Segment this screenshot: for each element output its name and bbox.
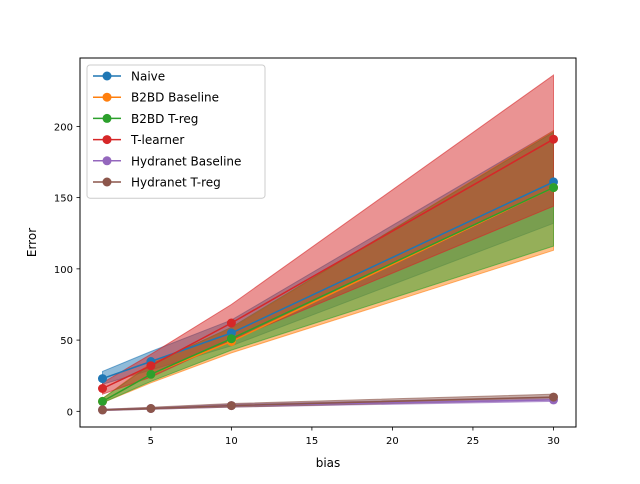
legend-marker-5 — [102, 177, 112, 187]
legend-label-2: B2BD T-reg — [131, 112, 198, 126]
x-tick-label: 5 — [148, 436, 154, 447]
legend-label-3: T-learner — [130, 133, 184, 147]
x-tick-label: 25 — [467, 436, 480, 447]
data-point-3-1 — [146, 361, 156, 371]
legend-marker-0 — [102, 71, 112, 81]
legend-marker-1 — [102, 92, 112, 102]
plot-frame — [79, 57, 577, 428]
series-line-5 — [102, 396, 554, 411]
data-point-0-0 — [98, 374, 107, 384]
y-axis-label: Error — [25, 228, 39, 257]
data-point-3-3 — [549, 134, 558, 144]
y-tick-label: 200 — [54, 122, 73, 133]
y-tick-label: 100 — [54, 265, 73, 276]
legend-label-4: Hydranet Baseline — [131, 154, 241, 168]
x-tick-label: 15 — [306, 436, 319, 447]
data-point-5-3 — [549, 392, 558, 402]
series-line-0 — [102, 181, 554, 380]
data-point-2-1 — [146, 369, 156, 379]
legend-label-0: Naive — [131, 70, 165, 84]
legend: Naive B2BD Baseline B2BD T-reg T-learner Hyd… — [86, 64, 266, 199]
x-tick-label: 30 — [547, 436, 560, 447]
legend-box — [86, 64, 266, 199]
x-tick-label: 20 — [386, 436, 399, 447]
data-point-3-0 — [98, 384, 107, 393]
data-point-5-2 — [226, 401, 236, 411]
x-axis-label: bias — [316, 456, 341, 470]
data-point-5-0 — [98, 405, 107, 415]
data-point-2-3 — [549, 183, 558, 193]
legend-label-1: B2BD Baseline — [131, 91, 219, 105]
series-line-3 — [102, 138, 554, 390]
y-tick-label: 0 — [67, 407, 73, 418]
y-tick-label: 150 — [54, 194, 73, 205]
data-point-3-2 — [226, 318, 236, 328]
series-line-2 — [102, 186, 554, 403]
data-point-2-0 — [98, 396, 107, 406]
x-tick-label: 10 — [225, 436, 238, 447]
y-tick-label: 50 — [60, 336, 73, 347]
legend-marker-3 — [102, 135, 112, 145]
legend-label-5: Hydranet T-reg — [131, 176, 221, 190]
legend-marker-4 — [102, 156, 112, 166]
legend-marker-2 — [102, 113, 112, 123]
data-point-2-2 — [226, 334, 236, 344]
data-point-5-1 — [146, 404, 156, 413]
